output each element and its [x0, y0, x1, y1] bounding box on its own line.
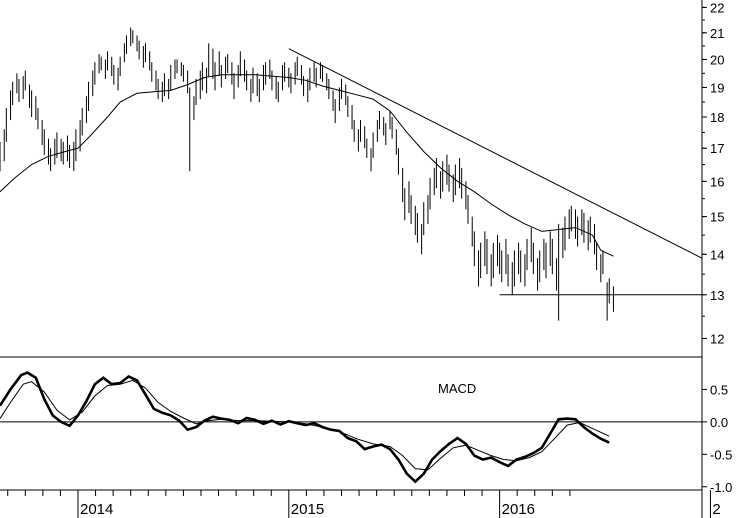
price-y-tick-label: 22	[710, 0, 724, 15]
downtrend-line	[288, 48, 703, 259]
price-y-tick-label: 13	[710, 288, 724, 303]
price-y-tick-label: 20	[710, 52, 724, 67]
macd-y-tick-label: -0.5	[710, 447, 732, 462]
macd-y-tick-label: 0.0	[710, 415, 728, 430]
macd-y-axis: 0.5 0.0 -0.5 -1.0	[702, 382, 732, 495]
x-tick-label: 2014	[80, 501, 113, 518]
price-y-tick-label: 19	[710, 80, 724, 95]
price-y-tick-label: 15	[710, 210, 724, 225]
price-bars	[0, 27, 614, 321]
trendlines	[288, 48, 703, 296]
price-y-tick-label: 18	[710, 110, 724, 125]
macd-y-tick-label: 0.5	[710, 382, 728, 397]
x-tick-label: 2015	[291, 501, 324, 518]
x-tick-label: 2016	[502, 501, 535, 518]
macd-line	[0, 371, 610, 484]
price-y-tick-label: 14	[710, 247, 724, 262]
price-panel	[0, 27, 703, 358]
time-x-axis: 2014 2015 2016 2	[0, 0, 721, 518]
price-y-tick-label: 21	[710, 26, 724, 41]
macd-y-tick-label: -1.0	[710, 480, 732, 495]
price-y-tick-label: 16	[710, 174, 724, 189]
macd-label: MACD	[438, 381, 476, 396]
macd-panel: MACD	[0, 371, 702, 484]
moving-average-line	[0, 74, 614, 257]
price-y-axis: 12 13 14 15 16 17 18 19 20 21 22	[702, 0, 724, 346]
price-y-tick-label: 12	[710, 331, 724, 346]
price-y-tick-label: 17	[710, 141, 724, 156]
x-tick-label: 2	[712, 501, 720, 518]
